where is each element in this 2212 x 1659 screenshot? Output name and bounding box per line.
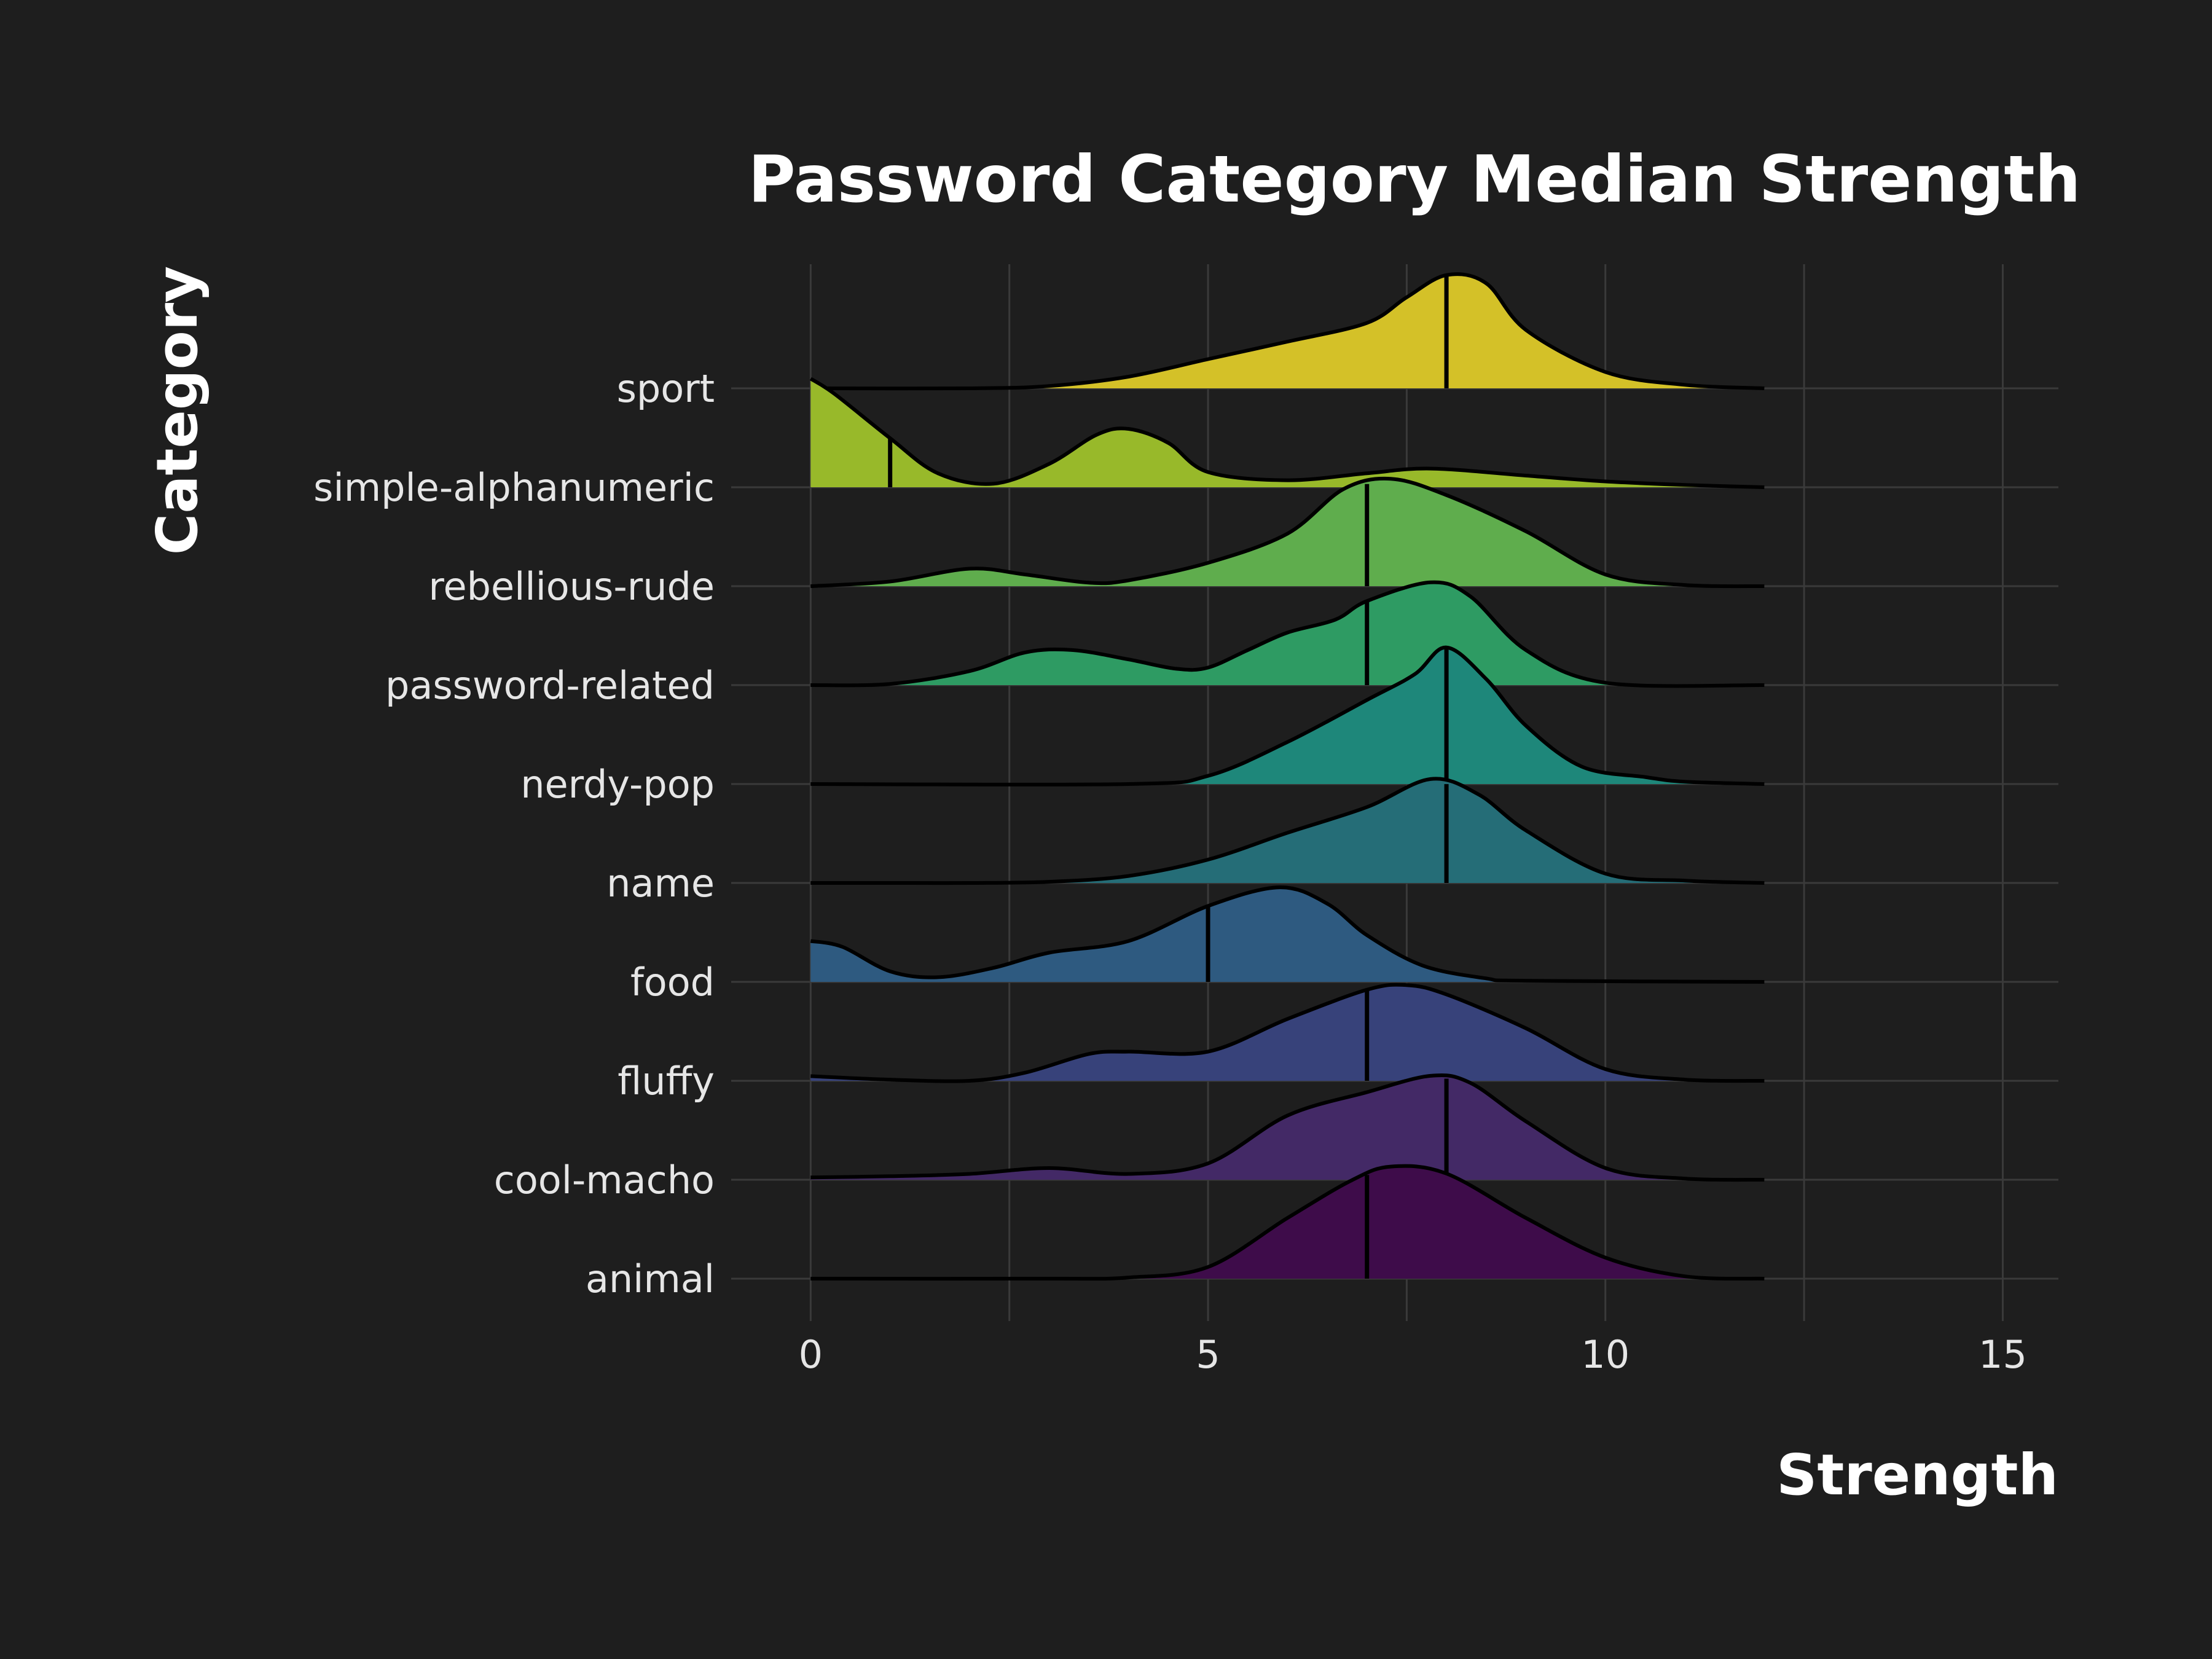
x-tick-label: 10 — [1581, 1332, 1630, 1377]
ridge-area — [810, 1075, 1765, 1180]
ridge-area — [810, 887, 1765, 982]
y-tick-label: rebellious-rude — [428, 564, 715, 609]
ridge-food — [810, 885, 1765, 984]
ridge-outline — [810, 982, 1765, 1083]
ridge-outline — [810, 476, 1765, 589]
ridges — [809, 272, 1765, 1281]
ridge-area — [810, 478, 1765, 587]
ridge-area — [810, 378, 1765, 487]
x-tick-label: 0 — [799, 1332, 823, 1377]
y-tick-label: cool-macho — [494, 1158, 715, 1202]
y-tick-label: sport — [617, 366, 715, 411]
y-tick-label: password-related — [385, 663, 715, 708]
x-tick-label: 5 — [1196, 1332, 1220, 1377]
ridge-animal — [810, 1164, 1765, 1281]
axis-labels: 0 5 10 15 sport simple-alphanumeric rebellious… — [313, 366, 2027, 1377]
ridge-area — [810, 779, 1765, 884]
ridge-area — [810, 1166, 1765, 1279]
ridge-outline — [810, 1164, 1765, 1281]
ridge-outline — [810, 272, 1765, 391]
y-tick-label: simple-alphanumeric — [313, 465, 715, 510]
ridge-rebellious-rude — [810, 476, 1765, 589]
x-tick-label: 15 — [1979, 1332, 2027, 1377]
ridge-outline — [810, 580, 1765, 688]
ridge-outline — [810, 885, 1765, 984]
x-axis-title: Strength — [1776, 1442, 2058, 1508]
ridge-outline — [810, 777, 1765, 885]
y-tick-label: name — [606, 861, 715, 906]
ridge-sport — [810, 272, 1765, 391]
ridge-area — [810, 274, 1765, 389]
y-tick-label: food — [630, 960, 715, 1005]
ridge-simple-alphanumeric — [809, 377, 1765, 489]
chart-title: Password Category Median Strength — [748, 142, 2081, 217]
y-tick-label: nerdy-pop — [520, 762, 715, 807]
ridge-area — [810, 984, 1765, 1081]
ridge-area — [810, 647, 1765, 785]
y-axis-title: Category — [144, 266, 210, 555]
ridge-outline — [810, 645, 1765, 786]
ridge-fluffy — [810, 982, 1765, 1083]
ridge-nerdy-pop — [810, 645, 1765, 786]
y-tick-label: fluffy — [618, 1059, 715, 1104]
ridge-password-related — [810, 580, 1765, 688]
ridge-outline — [810, 1073, 1765, 1182]
ridge-name — [810, 777, 1765, 885]
ridge-outline — [809, 377, 1765, 489]
y-tick-label: animal — [586, 1257, 715, 1301]
ridge-cool-macho — [810, 1073, 1765, 1182]
